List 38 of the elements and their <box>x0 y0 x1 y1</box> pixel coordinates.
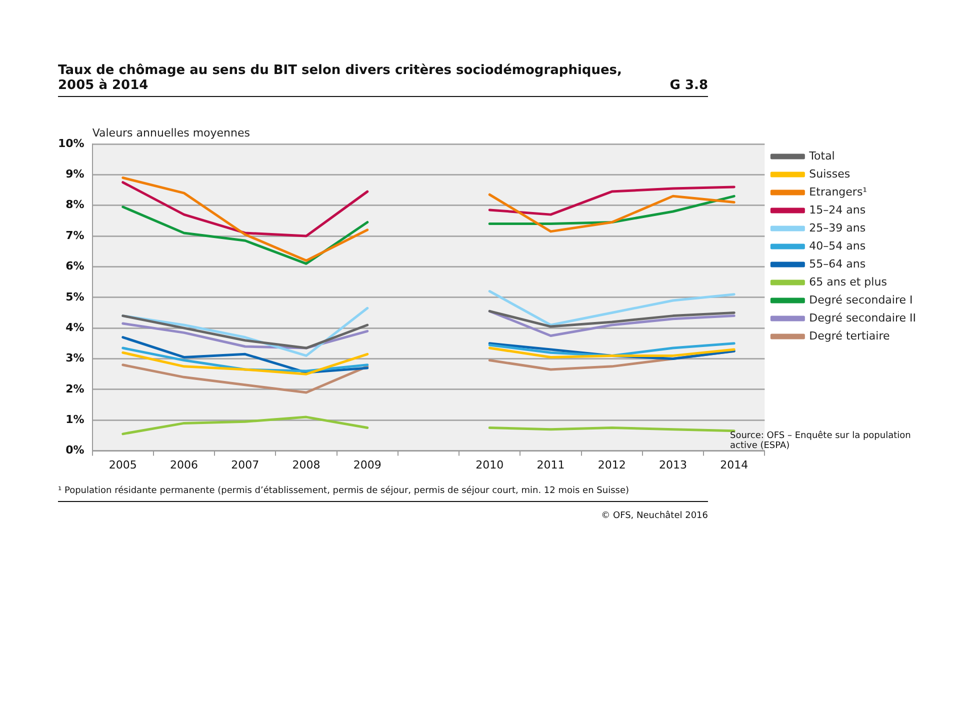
y-tick-label: 4% <box>66 320 84 334</box>
text: G 3.8 <box>670 78 708 93</box>
x-tick-label: 2009 <box>353 458 382 472</box>
legend-label: 15–24 ans <box>809 203 866 216</box>
y-tick-label: 8% <box>66 198 84 212</box>
legend-label: 25–39 ans <box>809 221 866 234</box>
legend-label: Etrangers¹ <box>809 185 868 198</box>
y-tick-label: 9% <box>66 168 84 181</box>
y-tick-label: 10% <box>58 136 84 150</box>
legend-label: Suisses <box>809 167 850 180</box>
legend-label: 40–54 ans <box>809 239 866 252</box>
legend-label: Degré tertiaire <box>809 329 890 342</box>
x-tick-label: 2012 <box>598 458 626 472</box>
y-tick-label: 6% <box>66 260 84 273</box>
x-tick-label: 2014 <box>720 458 748 472</box>
y-tick-label: 1% <box>66 412 84 426</box>
x-tick-label: 2010 <box>476 458 504 472</box>
x-tick-label: 2011 <box>536 458 565 472</box>
y-tick-label: 3% <box>66 352 84 365</box>
y-tick-label: 5% <box>66 290 84 304</box>
y-axis-title: Valeurs annuelles moyennes <box>92 126 250 140</box>
annotation: Source: OFS – Enquête sur la population active (ESPA) <box>730 431 912 451</box>
legend-label: 55–64 ans <box>809 257 866 270</box>
y-tick-label: 2% <box>66 382 84 396</box>
legend-label: Degré secondaire II <box>809 311 916 324</box>
text: ¹ Population résidante permanente (permis d’établissement, permis de séjour, permis de séjour court, min. 12 mois en Suisse) <box>58 486 708 502</box>
text: © OFS, Neuchâtel 2016 <box>600 511 708 521</box>
x-tick-label: 2007 <box>231 458 260 472</box>
x-tick-label: 2008 <box>292 458 320 472</box>
legend-label: Degré secondaire I <box>809 293 913 306</box>
x-tick-label: 2013 <box>658 458 687 472</box>
x-tick-label: 2006 <box>170 458 198 472</box>
chart-title: Taux de chômage au sens du BIT selon divers critères sociodémographiques, 2005 à 2014 <box>58 63 623 93</box>
x-tick-label: 2005 <box>108 458 137 472</box>
legend-label: 65 ans et plus <box>809 275 888 288</box>
y-tick-label: 0% <box>66 444 84 457</box>
legend-label: Total <box>808 149 835 162</box>
y-tick-label: 7% <box>66 228 84 242</box>
